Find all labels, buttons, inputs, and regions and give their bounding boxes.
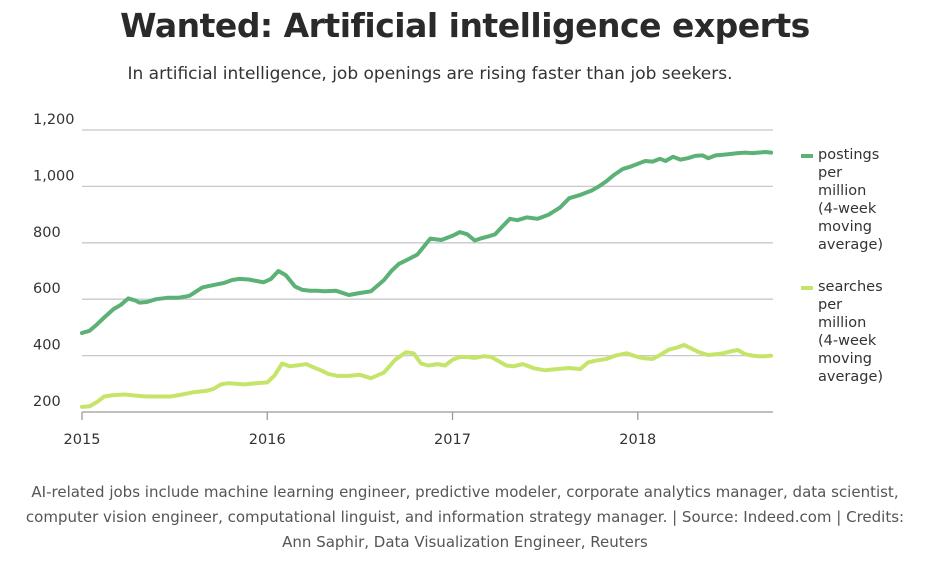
legend-swatch-searches	[801, 286, 813, 290]
legend-label-line: moving	[818, 219, 872, 235]
x-tick-label: 2017	[434, 432, 471, 448]
legend-label-line: average)	[818, 369, 884, 385]
legend-label-line: (4-week	[818, 201, 877, 217]
chart-title: Wanted: Artificial intelligence experts	[120, 6, 810, 45]
legend-label-line: average)	[818, 237, 884, 253]
legend-label-line: million	[818, 315, 867, 331]
series-line-searches	[80, 342, 774, 409]
legend-label-line: (4-week	[818, 333, 877, 349]
legend-label-line: per	[818, 297, 843, 313]
legend-label-line: million	[818, 183, 867, 199]
legend-label-line: searches	[818, 279, 883, 295]
y-tick-label: 600	[33, 281, 61, 297]
legend-label-line: moving	[818, 351, 872, 367]
y-tick-label: 400	[33, 338, 61, 354]
y-tick-label: 200	[33, 394, 61, 410]
legend-label-line: per	[818, 165, 843, 181]
chart-subtitle: In artificial intelligence, job openings…	[127, 64, 733, 84]
x-tick-label: 2016	[249, 432, 286, 448]
y-tick-label: 1,000	[33, 168, 75, 184]
legend-swatch-postings	[801, 154, 813, 158]
y-tick-label: 1,200	[33, 112, 75, 128]
x-tick-label: 2018	[619, 432, 656, 448]
legend-label-line: postings	[818, 147, 880, 163]
x-tick-label: 2015	[64, 432, 101, 448]
y-tick-label: 800	[33, 225, 61, 241]
series-line-postings	[80, 150, 774, 335]
chart-caption: AI-related jobs include machine learning…	[25, 483, 905, 551]
